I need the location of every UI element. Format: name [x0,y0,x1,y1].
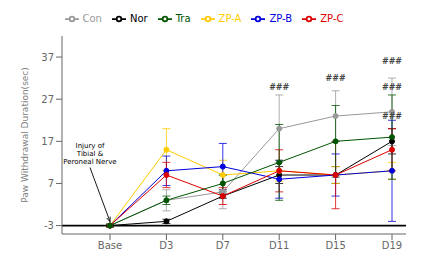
html-text:ZP-B: ZP-B [269,13,293,24]
svg-text:Base: Base [98,240,122,251]
svg-text:Injury ofTibial &Peroneal Nerv: Injury ofTibial &Peroneal Nerve [63,142,116,166]
svg-text:###: ### [382,83,402,92]
svg-text:27: 27 [41,94,54,105]
html-text:ZP-A: ZP-A [218,13,242,24]
svg-text:###: ### [269,83,289,92]
svg-text:Paw Withdrawal Duration(sec): Paw Withdrawal Duration(sec) [20,67,30,203]
svg-text:D11: D11 [269,240,289,251]
html-text:ZP-C: ZP-C [320,13,344,24]
svg-text:17: 17 [41,136,54,147]
html-text:Con: Con [82,13,102,24]
svg-text:D7: D7 [216,240,230,251]
html-text:Tra: Tra [175,13,191,24]
svg-text:D15: D15 [325,240,345,251]
svg-text:###: ### [326,74,346,83]
svg-text:7: 7 [48,178,54,189]
svg-text:37: 37 [41,52,54,63]
svg-text:D3: D3 [159,240,173,251]
svg-text:###: ### [382,112,402,121]
svg-text:###: ### [382,57,402,66]
html-text:Nor: Nor [130,13,148,24]
svg-text:D19: D19 [382,240,402,251]
svg-text:-3: -3 [44,220,54,231]
